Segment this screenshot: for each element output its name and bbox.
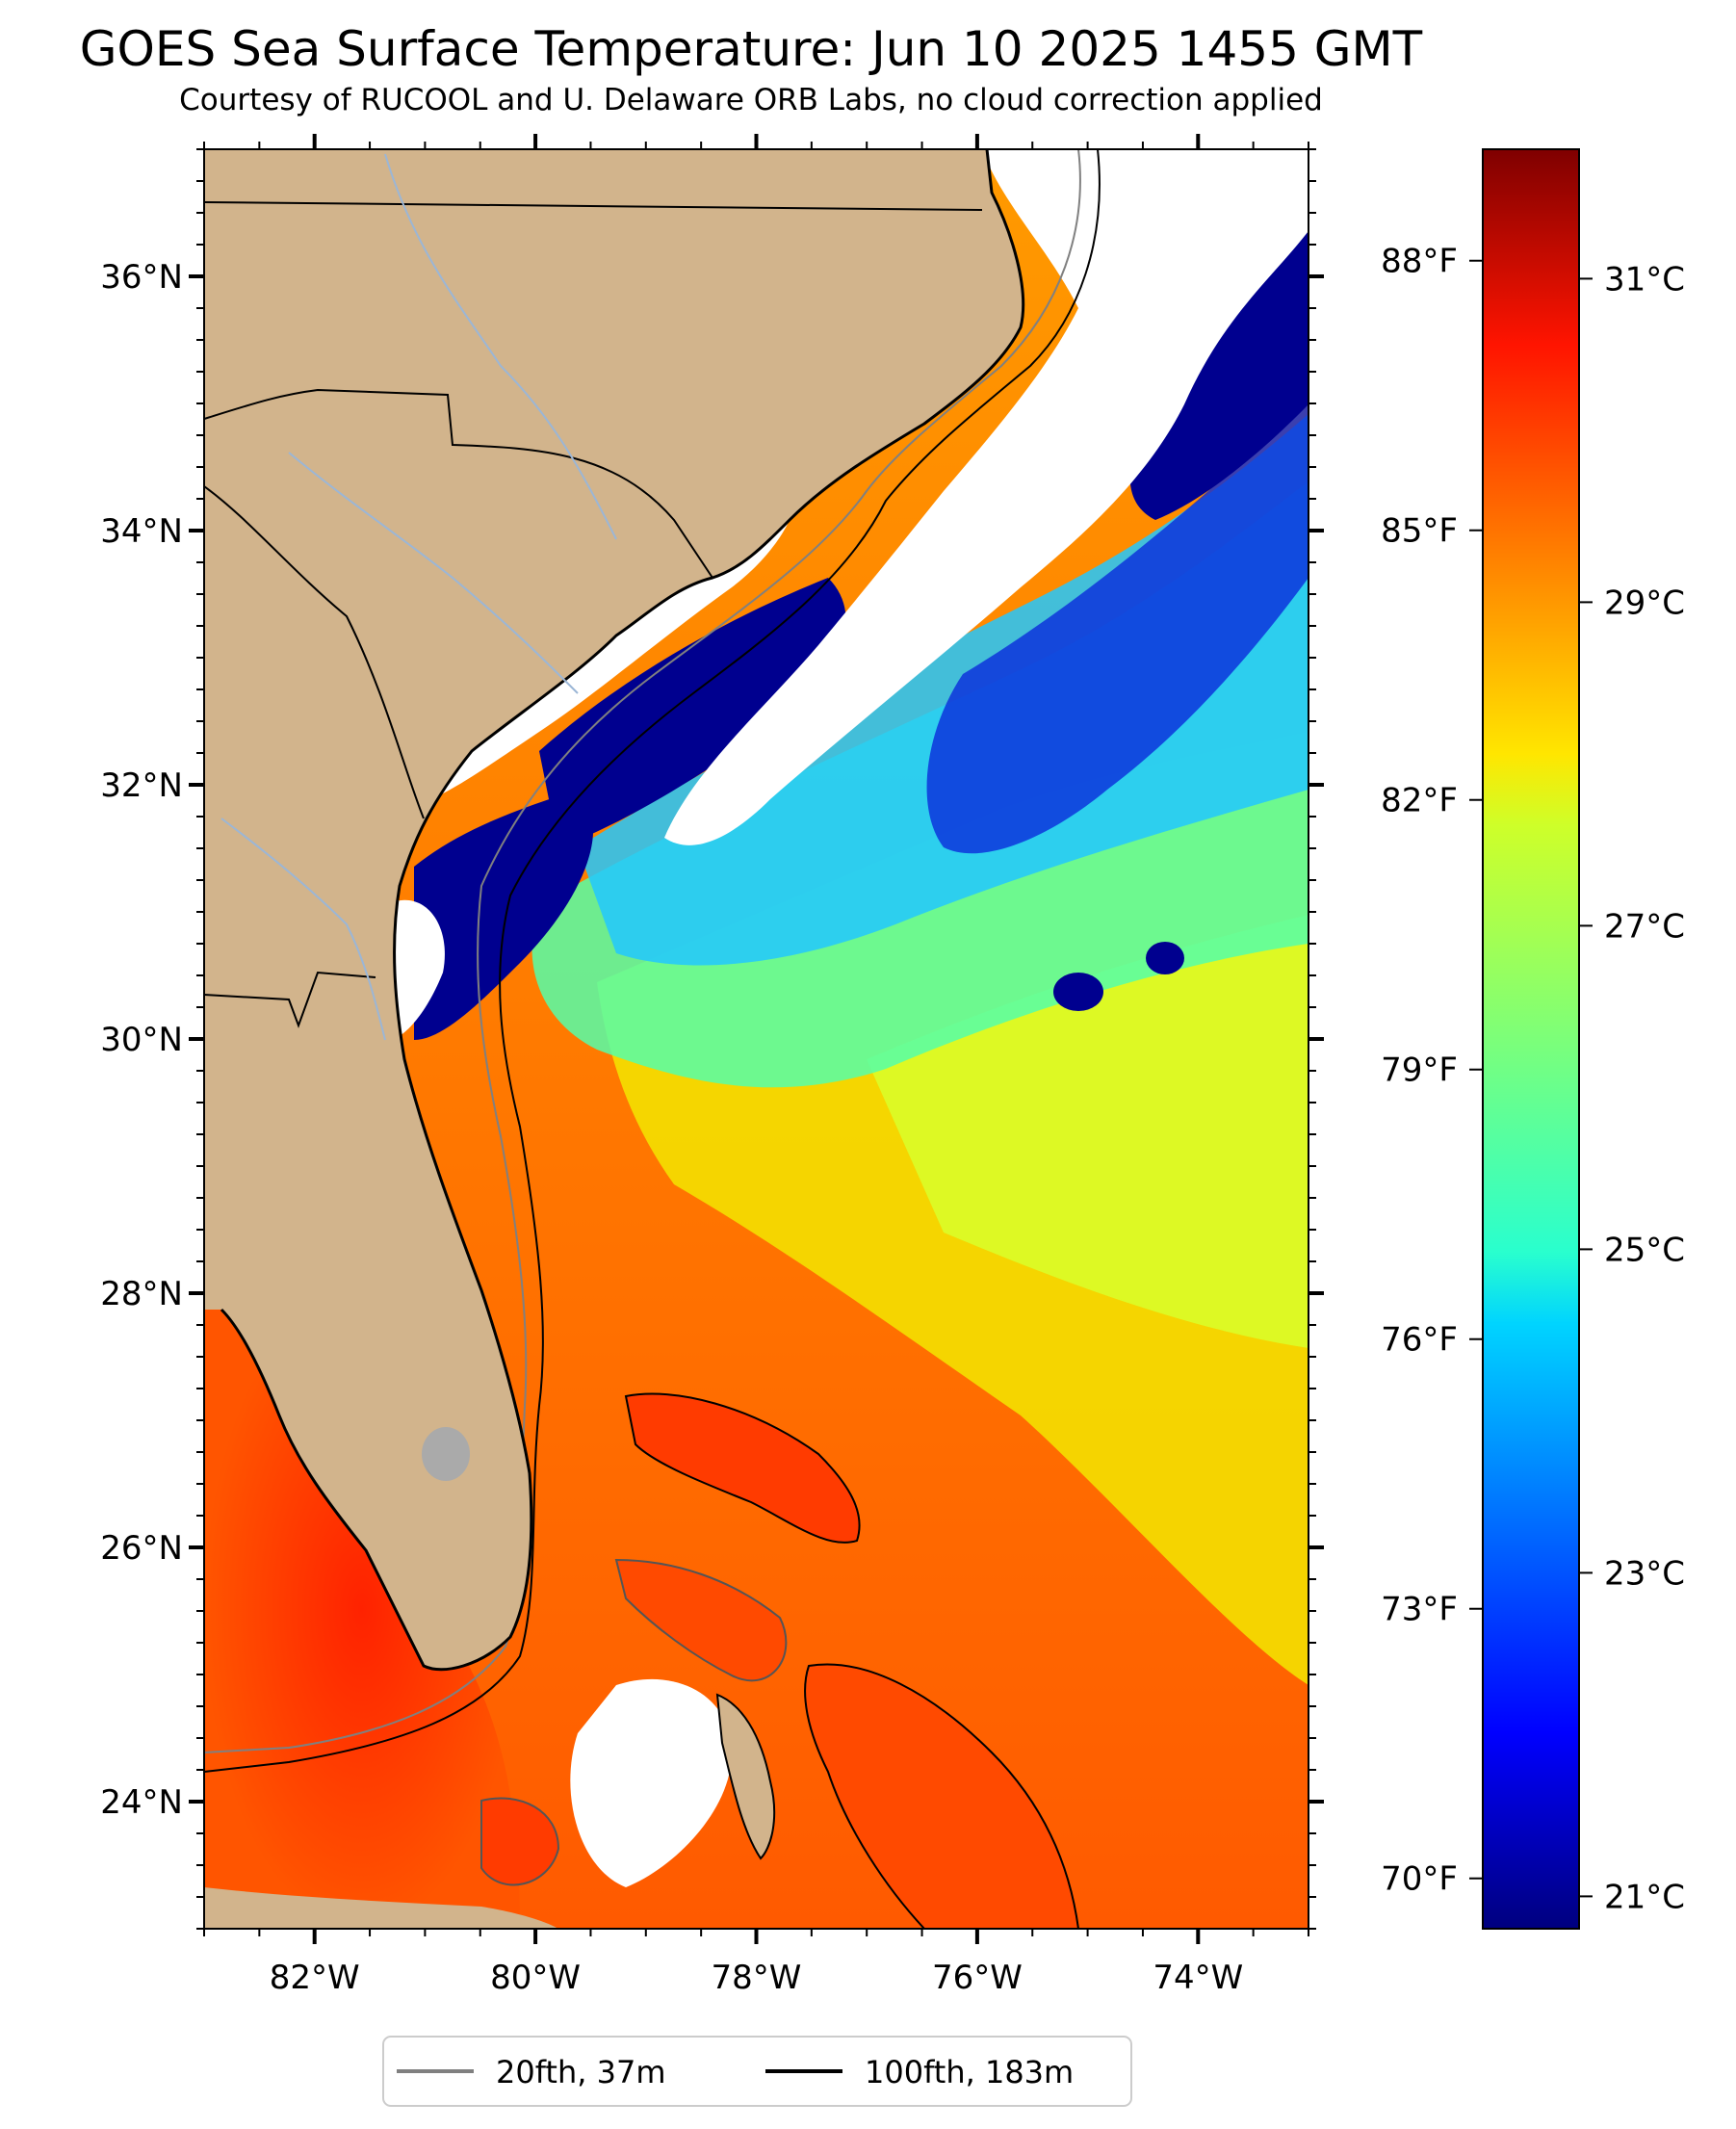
cold-eddy <box>1146 942 1184 974</box>
cold-shelf-water <box>539 578 846 847</box>
celsius-label: 25°C <box>1604 1231 1685 1269</box>
lat-label: 32°N <box>100 766 183 805</box>
legend-label-100fth: 100fth, 183m <box>865 2054 1074 2090</box>
fahrenheit-label: 79°F <box>1381 1052 1458 1090</box>
colorbar-fahrenheit-axis: 70°F 73°F 76°F 79°F 82°F 85°F 88°F <box>1381 243 1483 1899</box>
land-cuba <box>204 1887 558 1929</box>
latitude-axis: 24°N 26°N 28°N 30°N 32°N 34°N 36°N <box>100 148 1324 1930</box>
land-southeast-us <box>204 149 1023 1670</box>
fahrenheit-label: 70°F <box>1381 1860 1458 1899</box>
celsius-label: 23°C <box>1604 1554 1685 1593</box>
figure-subtitle: Courtesy of RUCOOL and U. Delaware ORB L… <box>179 83 1323 117</box>
lon-label: 78°W <box>712 1959 802 1997</box>
little-bahama-bank <box>624 1392 861 1544</box>
legend-box <box>382 2036 1132 2107</box>
colorbar <box>1482 148 1580 1930</box>
fahrenheit-label: 73°F <box>1381 1591 1458 1629</box>
legend: 20fth, 37m 100fth, 183m <box>382 2036 1132 2107</box>
celsius-label: 29°C <box>1604 584 1685 622</box>
lat-label: 36°N <box>100 258 183 297</box>
longitude-axis: 82°W 80°W 78°W 76°W 74°W <box>203 134 1309 1997</box>
fahrenheit-label: 85°F <box>1381 512 1458 551</box>
river <box>220 818 386 1041</box>
great-bahama-bank-north <box>614 1558 788 1682</box>
cyan-water-band <box>578 414 1308 966</box>
nearshore-cold-water <box>414 790 594 1040</box>
cloud-mask <box>570 1678 732 1887</box>
river <box>288 452 579 694</box>
lat-label: 28°N <box>100 1275 183 1313</box>
cay-sal-bank <box>480 1797 560 1886</box>
great-bahama-bank <box>804 1663 1080 1929</box>
lake-okeechobee <box>422 1427 470 1481</box>
lon-label: 82°W <box>270 1959 360 1997</box>
figure-title: GOES Sea Surface Temperature: Jun 10 202… <box>79 21 1423 77</box>
lon-label: 80°W <box>490 1959 581 1997</box>
river <box>384 153 617 540</box>
contour-100fth <box>204 149 1101 1773</box>
cloud-mask <box>664 149 1308 845</box>
coastline <box>220 149 1025 1672</box>
cold-eddy <box>1053 973 1103 1011</box>
legend-label-20fth: 20fth, 37m <box>496 2054 665 2090</box>
celsius-label: 21°C <box>1604 1878 1685 1916</box>
lon-label: 76°W <box>932 1959 1023 1997</box>
andros-island <box>715 1693 776 1860</box>
state-border-ga-fl <box>204 971 376 1028</box>
state-border-nc-sc <box>204 388 713 579</box>
state-border-va-nc <box>204 201 983 211</box>
lat-label: 30°N <box>100 1021 183 1059</box>
gulf-warm-water <box>204 1290 520 1929</box>
state-border-sc-ga <box>204 485 425 819</box>
fahrenheit-label: 82°F <box>1381 782 1458 820</box>
celsius-label: 27°C <box>1604 907 1685 946</box>
sst-map <box>204 149 1308 1929</box>
colorbar-celsius-axis: 21°C 23°C 25°C 27°C 29°C 31°C <box>1579 260 1685 1916</box>
lat-label: 26°N <box>100 1529 183 1568</box>
lon-label: 74°W <box>1153 1959 1243 1997</box>
lat-label: 24°N <box>100 1783 183 1822</box>
fahrenheit-label: 76°F <box>1381 1321 1458 1360</box>
celsius-label: 31°C <box>1604 260 1685 299</box>
lat-label: 34°N <box>100 512 183 551</box>
fahrenheit-label: 88°F <box>1381 243 1458 281</box>
cold-water-patch <box>926 366 1308 854</box>
